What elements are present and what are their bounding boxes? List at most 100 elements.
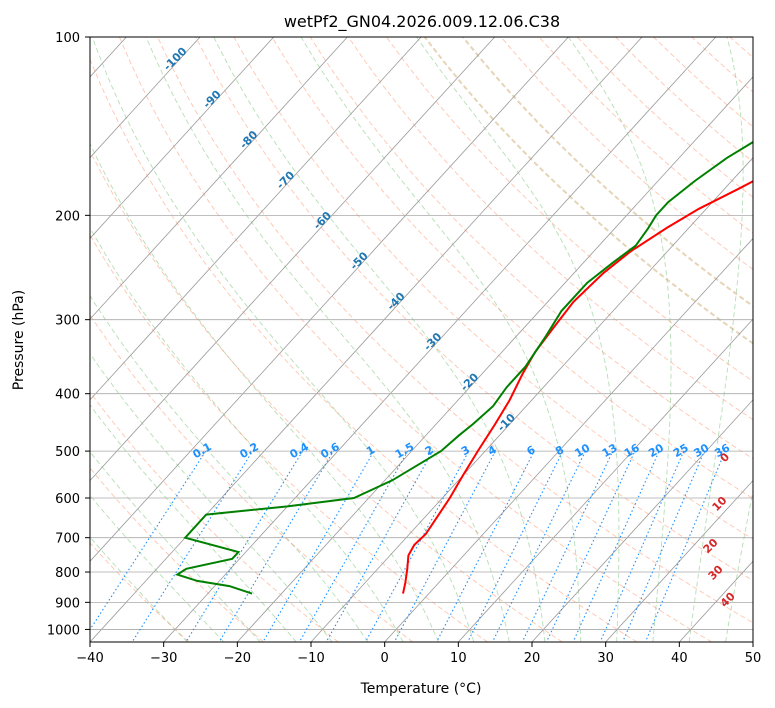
- x-tick-label: −20: [224, 651, 251, 666]
- dry-adiabat: [195, 37, 753, 582]
- mixing-ratio-line: [599, 450, 685, 642]
- isotherm: [458, 318, 753, 642]
- dry-adiabat-label: -60: [311, 209, 334, 232]
- dry-adiabat: [90, 58, 638, 642]
- mixing-ratio-label: 0.4: [288, 440, 312, 461]
- mixing-ratio-line: [467, 450, 564, 642]
- mixing-ratio-label: 0.2: [237, 440, 260, 461]
- dry-adiabat-label: -90: [200, 88, 223, 111]
- y-tick-label: 100: [55, 31, 80, 46]
- moist-adiabat: [725, 488, 753, 642]
- dry-adiabat: [423, 37, 753, 345]
- moist-adiabat: [762, 37, 775, 642]
- y-tick-label: 900: [55, 596, 80, 611]
- mixing-ratio-line: [521, 450, 614, 642]
- isotherm: [531, 399, 753, 642]
- x-tick-label: −30: [150, 651, 177, 666]
- dry-adiabat-label: -100: [161, 44, 190, 73]
- dry-adiabat: [90, 391, 339, 642]
- moist-adiabat: [90, 295, 369, 642]
- isotherm: [90, 37, 201, 159]
- moist-adiabat-label: 10: [710, 494, 730, 514]
- mixing-ratio-line: [644, 450, 726, 642]
- moist-adiabat-label: 30: [706, 562, 726, 582]
- y-tick-label: 300: [55, 314, 80, 329]
- mixing-ratio-line: [436, 450, 535, 642]
- dry-adiabat: [538, 37, 753, 234]
- moist-adiabat: [90, 494, 225, 642]
- mixing-ratio-line: [262, 450, 375, 642]
- mixing-ratio-label: 10: [573, 441, 593, 460]
- y-tick-label: 800: [55, 566, 80, 581]
- isotherm: [90, 37, 422, 401]
- moist-adiabat: [567, 37, 672, 642]
- mixing-ratio-line: [622, 450, 705, 642]
- dry-adiabat-label: -10: [495, 411, 518, 434]
- x-axis: −40 −30 −20 −10 0 10 20 30 40 50: [76, 642, 761, 666]
- x-tick-label: 50: [745, 651, 762, 666]
- y-axis: 100 200 300 400 500 600 700 800 900 1000: [47, 31, 90, 638]
- y-tick-label: 400: [55, 388, 80, 403]
- mixing-ratio-label: 4: [486, 443, 499, 458]
- plot-frame: [89, 36, 754, 643]
- moist-adiabat: [688, 37, 744, 642]
- mixing-ratio-line: [298, 450, 409, 642]
- mixing-ratio-label: 20: [646, 441, 666, 460]
- mixing-ratio-label: 3: [459, 443, 472, 458]
- mixing-ratio-label: 30: [692, 441, 712, 460]
- moist-adiabat: [90, 404, 297, 642]
- mixing-ratio-line: [218, 450, 334, 642]
- x-tick-label: 30: [597, 651, 614, 666]
- y-tick-label: 600: [55, 492, 80, 507]
- moist-adiabat-label: 40: [718, 590, 738, 610]
- isotherm: [605, 479, 753, 642]
- mixing-ratio-line: [185, 450, 304, 642]
- moist-adiabat: [91, 37, 475, 642]
- mixing-ratio-line: [545, 450, 636, 642]
- dewpoint-line: [174, 140, 753, 595]
- mixing-ratio-label: 0.6: [318, 440, 342, 461]
- y-tick-label: 700: [55, 532, 80, 547]
- isotherm: [237, 76, 753, 642]
- isotherm-lines: [90, 37, 753, 642]
- mixing-ratio-label: 25: [671, 441, 691, 460]
- x-axis-label: Temperature (°C): [360, 681, 482, 697]
- dry-adiabat: [729, 37, 753, 59]
- mixing-ratio-line: [572, 450, 660, 642]
- x-tick-label: 20: [524, 651, 541, 666]
- dry-adiabat: [386, 37, 753, 382]
- dry-adiabat-label: -80: [237, 128, 260, 151]
- mixing-ratio-lines: [90, 450, 726, 642]
- moist-adiabat: [300, 37, 582, 642]
- isotherm: [310, 157, 753, 642]
- dry-adiabat: [90, 542, 190, 642]
- mixing-ratio-line: [393, 450, 496, 642]
- dry-adiabat: [90, 467, 264, 642]
- mixing-ratio-line: [491, 450, 586, 642]
- mixing-ratio-line: [90, 450, 207, 631]
- mixing-ratio-label: 1: [364, 443, 377, 458]
- isotherm: [90, 37, 275, 239]
- isotherm: [752, 641, 753, 642]
- chart-title: wetPf2_GN04.2026.009.12.06.C38: [284, 12, 560, 32]
- moist-adiabat: [90, 142, 439, 642]
- moist-adiabat: [90, 451, 261, 642]
- moist-adiabat-lines: [90, 37, 775, 642]
- mixing-ratio-line: [364, 450, 470, 642]
- x-tick-label: 10: [450, 651, 467, 666]
- x-tick-label: −40: [76, 651, 103, 666]
- isotherm: [90, 37, 496, 482]
- isotherm: [90, 37, 643, 642]
- moist-adiabat: [145, 37, 510, 642]
- dry-adiabat: [615, 37, 753, 163]
- dry-adiabat: [90, 314, 414, 642]
- x-tick-label: −10: [297, 651, 324, 666]
- x-tick-label: 0: [381, 651, 389, 666]
- isotherm: [90, 37, 569, 562]
- mixing-ratio-label: 0.1: [191, 440, 214, 461]
- sounding-series: [174, 140, 753, 595]
- moist-adiabat: [90, 352, 333, 642]
- moist-adiabat: [90, 226, 404, 642]
- mixing-ratio-line: [325, 450, 434, 642]
